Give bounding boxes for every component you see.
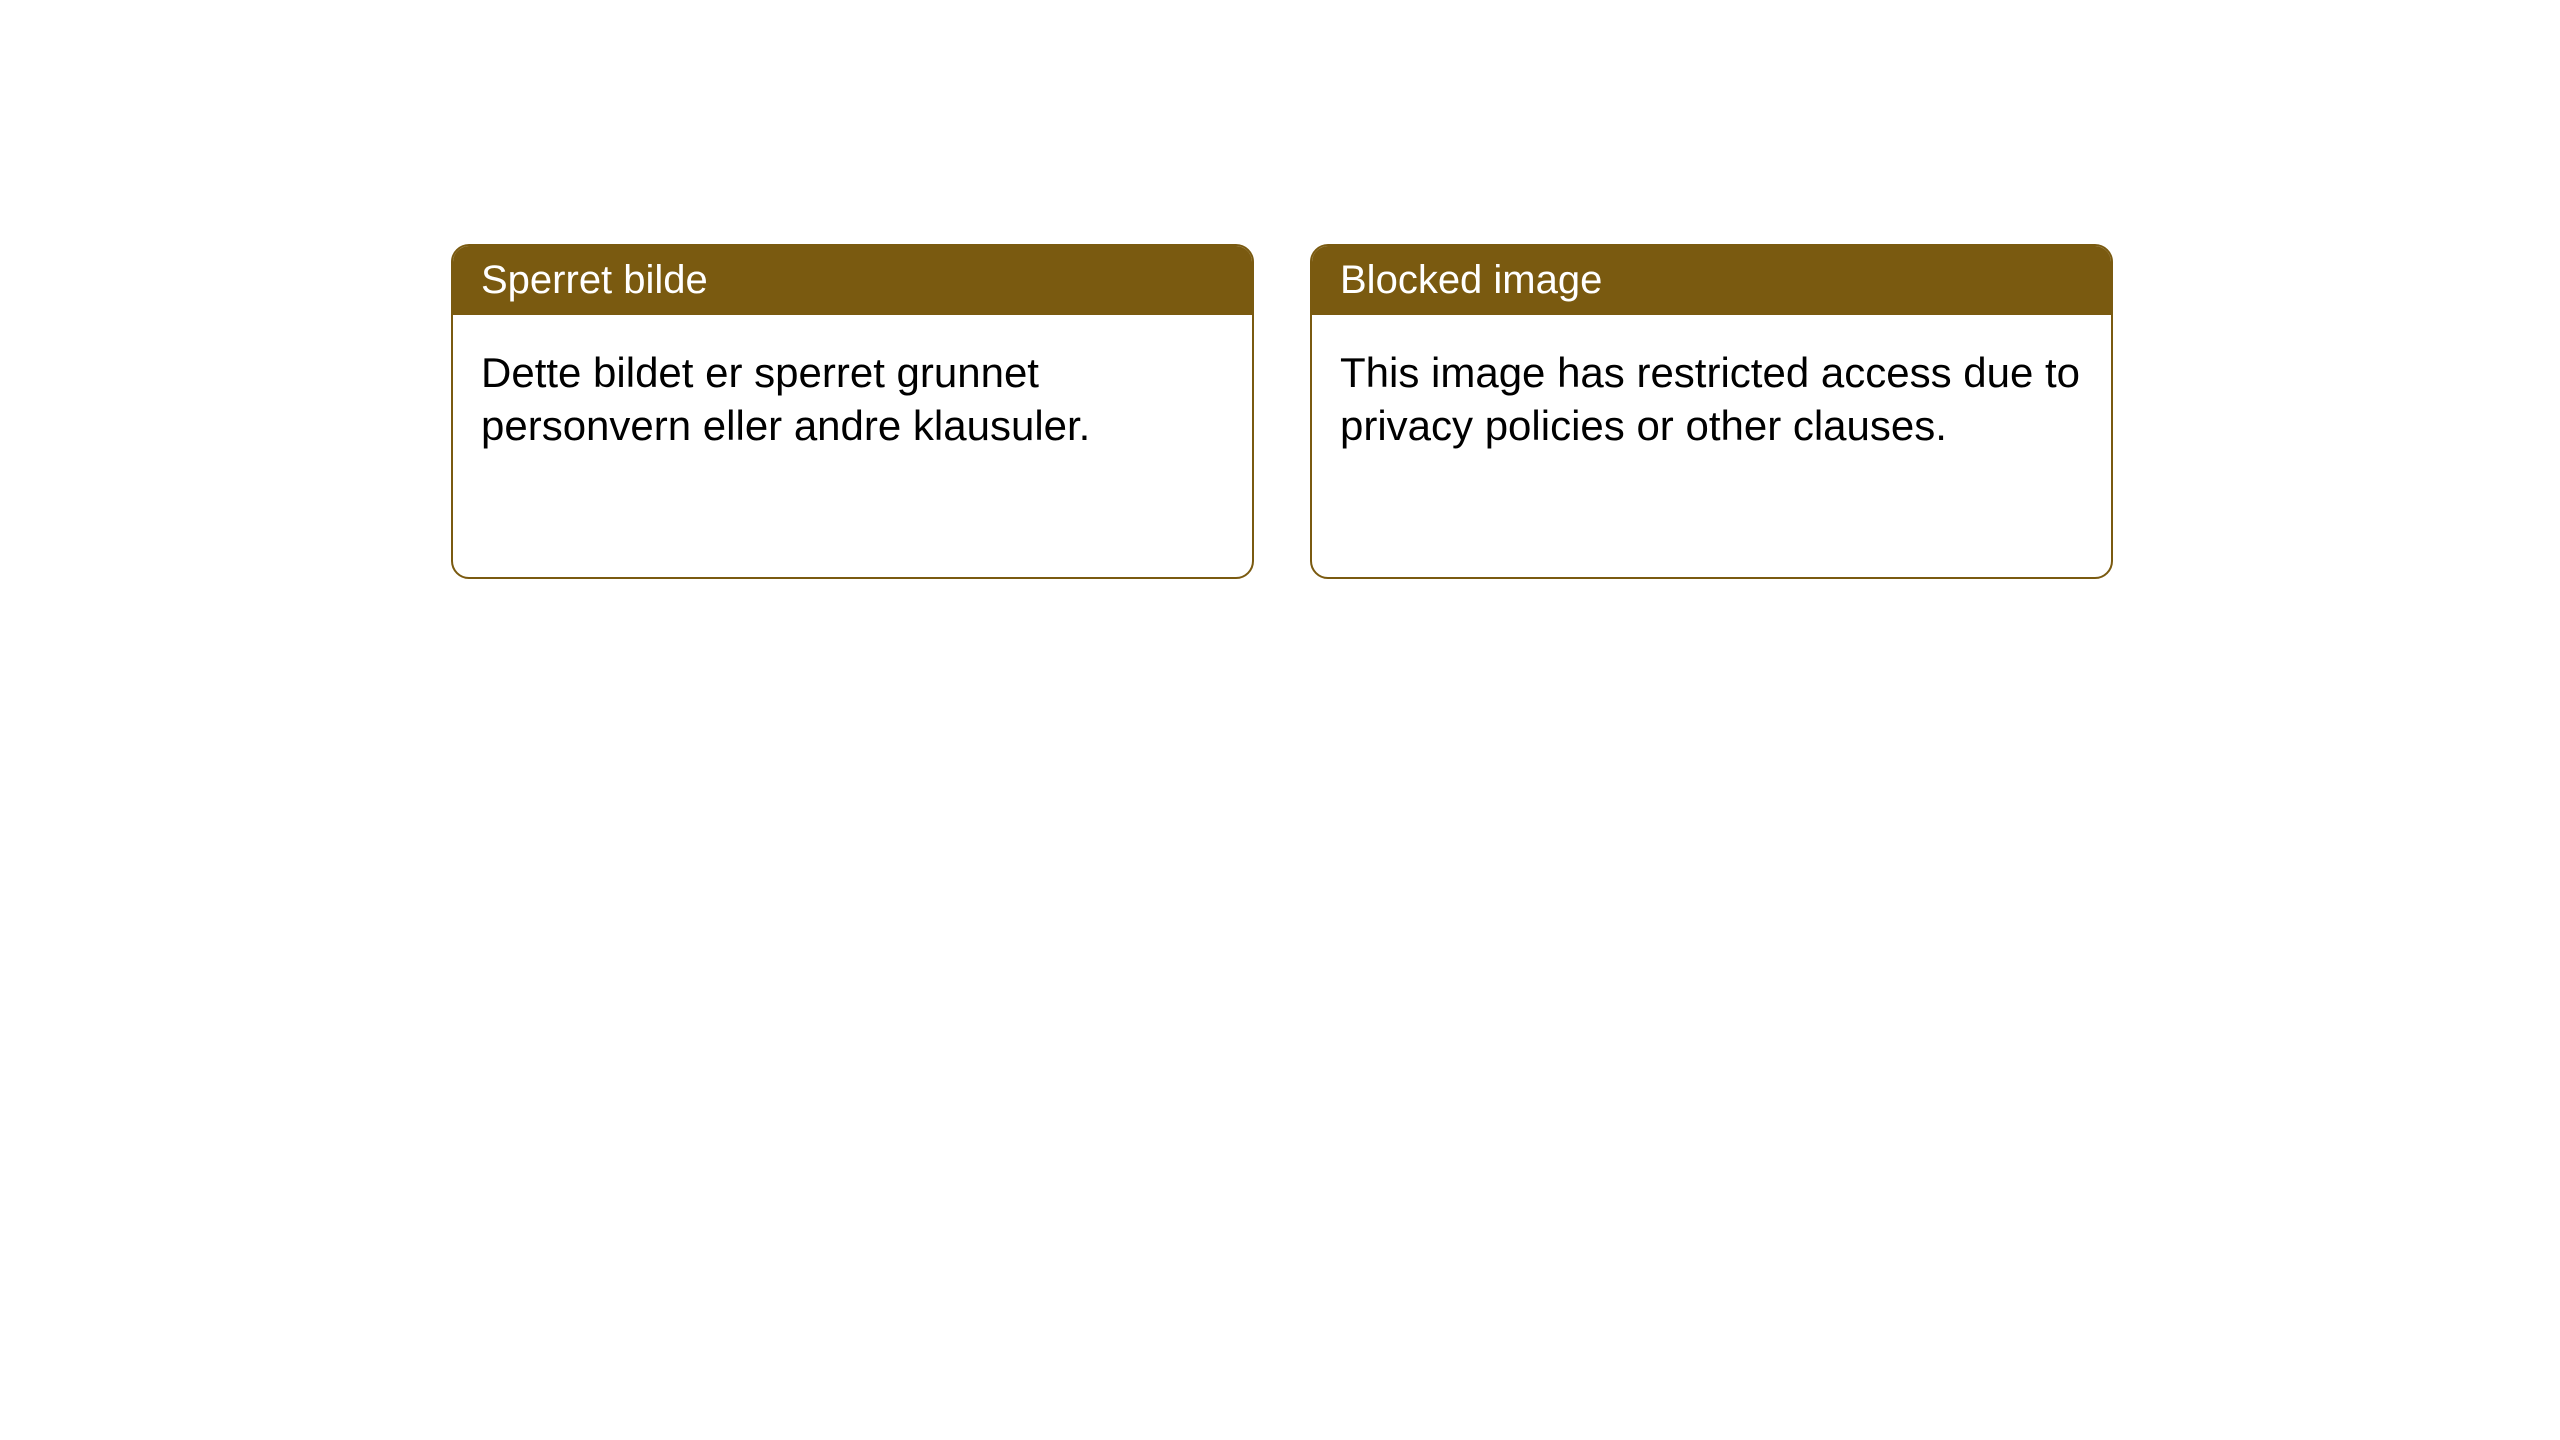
card-header: Blocked image	[1312, 246, 2111, 315]
card-body: This image has restricted access due to …	[1312, 315, 2111, 484]
blocked-image-card-english: Blocked image This image has restricted …	[1310, 244, 2113, 579]
blocked-image-card-norwegian: Sperret bilde Dette bildet er sperret gr…	[451, 244, 1254, 579]
card-body-text: Dette bildet er sperret grunnet personve…	[481, 349, 1090, 449]
card-header: Sperret bilde	[453, 246, 1252, 315]
cards-container: Sperret bilde Dette bildet er sperret gr…	[451, 244, 2113, 579]
card-header-text: Blocked image	[1340, 258, 1602, 302]
card-body: Dette bildet er sperret grunnet personve…	[453, 315, 1252, 484]
card-body-text: This image has restricted access due to …	[1340, 349, 2080, 449]
card-header-text: Sperret bilde	[481, 258, 708, 302]
